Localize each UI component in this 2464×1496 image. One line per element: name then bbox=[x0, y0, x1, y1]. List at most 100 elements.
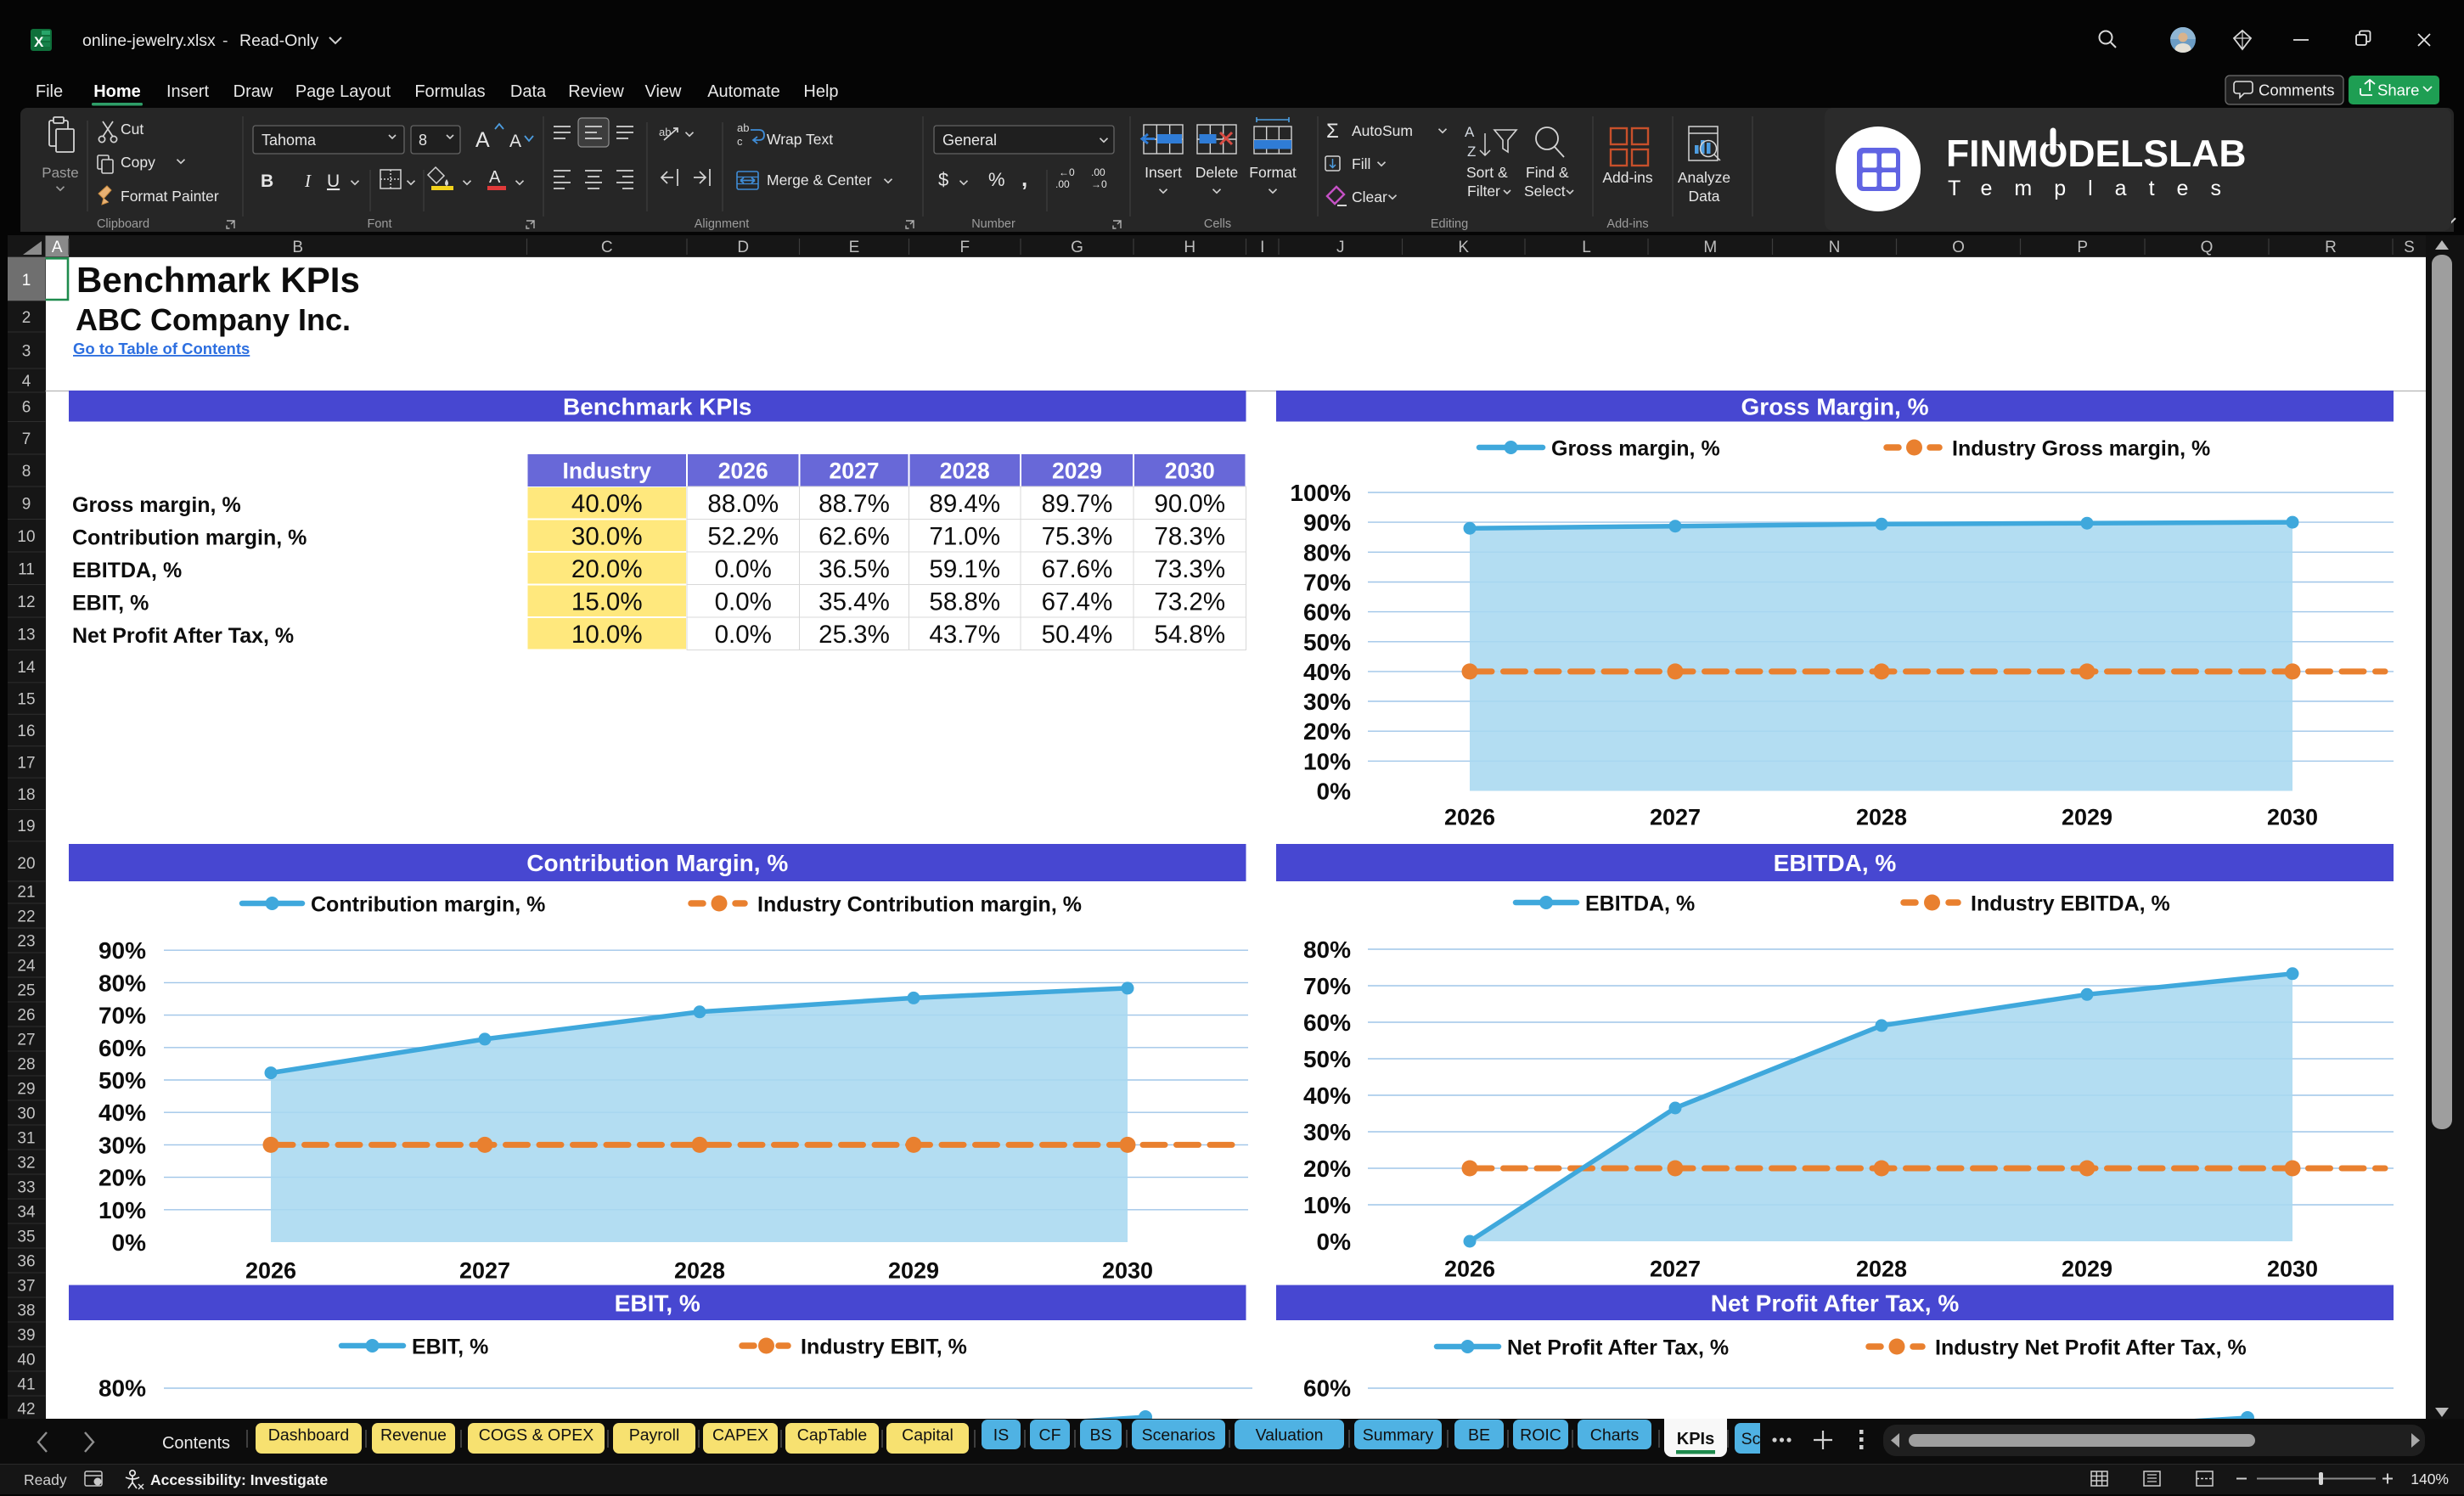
svg-text:Fill: Fill bbox=[1352, 155, 1370, 172]
svg-text:26: 26 bbox=[17, 1007, 35, 1025]
svg-text:58.8%: 58.8% bbox=[929, 588, 1000, 616]
svg-text:25: 25 bbox=[17, 982, 35, 1000]
svg-text:Comments: Comments bbox=[2259, 82, 2334, 99]
svg-text:30%: 30% bbox=[1303, 689, 1351, 715]
svg-text:54.8%: 54.8% bbox=[1154, 621, 1225, 649]
svg-text:2030: 2030 bbox=[2267, 1257, 2318, 1282]
svg-text:Go to Table of Contents: Go to Table of Contents bbox=[73, 340, 250, 357]
svg-text:2028: 2028 bbox=[1856, 1257, 1907, 1282]
svg-text:27: 27 bbox=[17, 1032, 35, 1049]
svg-text:I: I bbox=[1260, 239, 1264, 256]
svg-text:50%: 50% bbox=[98, 1067, 146, 1094]
svg-text:20%: 20% bbox=[98, 1165, 146, 1191]
svg-text:ROIC: ROIC bbox=[1520, 1426, 1561, 1445]
svg-text:50.4%: 50.4% bbox=[1042, 621, 1113, 649]
svg-text:Contribution margin, %: Contribution margin, % bbox=[311, 893, 545, 917]
svg-text:Contribution margin, %: Contribution margin, % bbox=[72, 526, 307, 549]
svg-text:2026: 2026 bbox=[718, 458, 768, 484]
svg-text:2: 2 bbox=[22, 309, 31, 327]
svg-text:100%: 100% bbox=[1290, 480, 1351, 506]
svg-text:8: 8 bbox=[22, 463, 31, 481]
svg-text:M: M bbox=[1703, 239, 1717, 256]
svg-text:Add-ins: Add-ins bbox=[1606, 217, 1648, 231]
svg-text:89.4%: 89.4% bbox=[929, 490, 1000, 518]
svg-text:1: 1 bbox=[22, 272, 31, 290]
svg-text:Net Profit After Tax, %: Net Profit After Tax, % bbox=[1711, 1290, 1960, 1316]
svg-text:10%: 10% bbox=[98, 1197, 146, 1223]
svg-text:50%: 50% bbox=[1303, 629, 1351, 655]
svg-text:11: 11 bbox=[18, 560, 35, 578]
svg-text:Contribution Margin, %: Contribution Margin, % bbox=[526, 850, 788, 876]
svg-text:Filter: Filter bbox=[1467, 183, 1500, 200]
svg-text:Paste: Paste bbox=[42, 165, 78, 181]
svg-text:0.0%: 0.0% bbox=[715, 621, 772, 649]
svg-text:88.0%: 88.0% bbox=[707, 490, 779, 518]
svg-text:43.7%: 43.7% bbox=[929, 621, 1000, 649]
svg-text:70%: 70% bbox=[1303, 570, 1351, 596]
svg-text:Charts: Charts bbox=[1590, 1426, 1640, 1445]
svg-text:Revenue: Revenue bbox=[380, 1426, 447, 1445]
svg-text:140%: 140% bbox=[2411, 1471, 2449, 1488]
svg-text:Help: Help bbox=[803, 82, 838, 101]
svg-text:7: 7 bbox=[22, 430, 31, 448]
svg-text:2030: 2030 bbox=[1165, 458, 1215, 484]
svg-text:COGS & OPEX: COGS & OPEX bbox=[479, 1426, 593, 1445]
svg-text:90%: 90% bbox=[1303, 509, 1351, 536]
svg-text:EBITDA, %: EBITDA, % bbox=[72, 559, 182, 582]
svg-text:online-jewelry.xlsx: online-jewelry.xlsx bbox=[82, 31, 216, 50]
svg-text:Clear: Clear bbox=[1352, 188, 1387, 205]
svg-text:A: A bbox=[1465, 124, 1475, 140]
svg-text:18: 18 bbox=[17, 786, 35, 804]
svg-text:90.0%: 90.0% bbox=[1154, 490, 1225, 518]
svg-text:17: 17 bbox=[17, 754, 35, 772]
svg-text:13: 13 bbox=[17, 626, 35, 644]
svg-text:F: F bbox=[959, 239, 970, 256]
svg-text:EBIT, %: EBIT, % bbox=[615, 1290, 700, 1316]
svg-text:36: 36 bbox=[17, 1253, 35, 1271]
svg-text:Dashboard: Dashboard bbox=[268, 1426, 349, 1445]
svg-text:Industry Net Profit After Tax,: Industry Net Profit After Tax, % bbox=[1935, 1336, 2247, 1360]
svg-text:→0: →0 bbox=[1091, 178, 1107, 190]
svg-text:Data: Data bbox=[1689, 188, 1720, 205]
svg-text:10%: 10% bbox=[1303, 1192, 1351, 1218]
svg-text:2026: 2026 bbox=[245, 1258, 296, 1284]
svg-text:2030: 2030 bbox=[1102, 1258, 1153, 1284]
svg-text:ABC Company Inc.: ABC Company Inc. bbox=[76, 302, 351, 337]
svg-text:9: 9 bbox=[22, 495, 31, 513]
svg-text:2029: 2029 bbox=[888, 1258, 939, 1284]
svg-text:K: K bbox=[1458, 239, 1469, 256]
svg-text:Select: Select bbox=[1524, 183, 1566, 200]
svg-text:80%: 80% bbox=[98, 1375, 146, 1402]
svg-text:20.0%: 20.0% bbox=[571, 555, 643, 583]
svg-text:BS: BS bbox=[1089, 1426, 1111, 1445]
svg-text:H: H bbox=[1184, 239, 1195, 256]
svg-text:A: A bbox=[509, 132, 521, 151]
svg-text:22: 22 bbox=[17, 908, 35, 926]
svg-text:2027: 2027 bbox=[459, 1258, 510, 1284]
svg-text:Automate: Automate bbox=[707, 82, 780, 101]
svg-text:Alignment: Alignment bbox=[695, 217, 749, 231]
svg-text:A: A bbox=[489, 168, 501, 187]
svg-text:0%: 0% bbox=[1317, 1229, 1352, 1255]
svg-text:L: L bbox=[1582, 239, 1591, 256]
svg-text:71.0%: 71.0% bbox=[929, 522, 1000, 550]
svg-text:3: 3 bbox=[22, 343, 31, 361]
svg-text:2027: 2027 bbox=[1650, 1257, 1701, 1282]
svg-text:Read-Only: Read-Only bbox=[239, 31, 318, 50]
svg-text:Valuation: Valuation bbox=[1256, 1426, 1324, 1445]
svg-text:Σ: Σ bbox=[1326, 120, 1339, 143]
svg-text:80%: 80% bbox=[98, 970, 146, 996]
svg-text:6: 6 bbox=[22, 398, 31, 416]
svg-text:G: G bbox=[1071, 239, 1083, 256]
svg-text:Sort &: Sort & bbox=[1466, 164, 1508, 181]
svg-text:52.2%: 52.2% bbox=[707, 522, 779, 550]
svg-text:Scenarios: Scenarios bbox=[1142, 1426, 1216, 1445]
svg-text:62.6%: 62.6% bbox=[819, 522, 890, 550]
svg-text:EBIT, %: EBIT, % bbox=[72, 591, 149, 615]
svg-text:B: B bbox=[261, 172, 273, 191]
svg-text:Delete: Delete bbox=[1195, 164, 1239, 181]
svg-text:2028: 2028 bbox=[674, 1258, 725, 1284]
svg-text:35: 35 bbox=[17, 1229, 35, 1246]
svg-text:89.7%: 89.7% bbox=[1042, 490, 1113, 518]
svg-text:Format: Format bbox=[1249, 164, 1297, 181]
